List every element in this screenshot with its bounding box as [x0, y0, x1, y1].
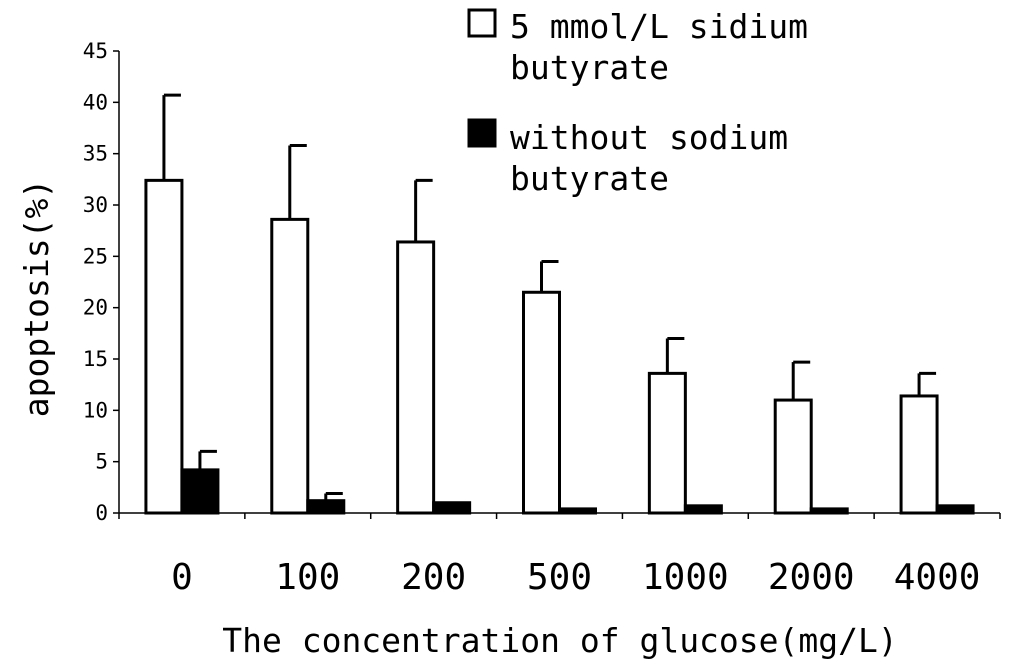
y-tick-label: 20 — [83, 296, 108, 320]
x-tick-label: 100 — [275, 557, 340, 598]
y-tick-label: 0 — [95, 501, 108, 525]
bar-without-butyrate — [558, 507, 597, 515]
y-tick-label: 30 — [83, 193, 108, 217]
bar-without-butyrate — [432, 501, 472, 515]
bar-with-butyrate — [522, 290, 561, 515]
legend-label-with-butyrate: 5 mmol/L sidium butyrate — [510, 7, 808, 87]
y-tick-label: 40 — [83, 90, 108, 114]
y-axis-title: apoptosis(%) — [17, 179, 56, 417]
y-tick-label: 5 — [95, 450, 108, 474]
x-axis-ticks: 0 100 200 500 1000 2000 4000 — [118, 513, 1001, 598]
bar-without-butyrate — [180, 468, 220, 515]
bar-without-butyrate — [935, 504, 975, 515]
bar-without-butyrate — [809, 507, 849, 515]
y-tick-label: 10 — [83, 398, 108, 422]
x-tick-label: 0 — [171, 557, 193, 598]
y-tick-label: 15 — [83, 347, 108, 371]
bars — [144, 93, 975, 515]
x-axis-title: The concentration of glucose(mg/L) — [222, 621, 898, 660]
legend: 5 mmol/L sidium butyrate without sodium but… — [467, 7, 808, 198]
y-tick-label: 25 — [83, 244, 108, 268]
y-tick-label: 45 — [83, 39, 108, 63]
legend-swatch-with-butyrate — [467, 8, 497, 38]
bar-with-butyrate — [144, 178, 184, 515]
legend-swatch-without-butyrate — [467, 118, 497, 148]
bar-without-butyrate — [306, 499, 346, 515]
y-axis-ticks: 0 5 10 15 20 25 30 35 40 45 — [83, 39, 119, 525]
bar-with-butyrate — [899, 394, 939, 515]
legend-label-without-butyrate: without sodium butyrate — [510, 118, 788, 198]
x-tick-label: 200 — [401, 557, 466, 598]
x-tick-label: 1000 — [642, 557, 729, 598]
y-tick-label: 35 — [83, 142, 108, 166]
x-tick-label: 2000 — [768, 557, 855, 598]
bar-with-butyrate — [270, 217, 310, 515]
bar-with-butyrate — [396, 240, 436, 515]
x-tick-label: 500 — [527, 557, 592, 598]
bar-with-butyrate — [647, 371, 687, 515]
bar-with-butyrate — [773, 398, 813, 515]
x-tick-label: 4000 — [894, 557, 981, 598]
bar-without-butyrate — [683, 504, 723, 515]
